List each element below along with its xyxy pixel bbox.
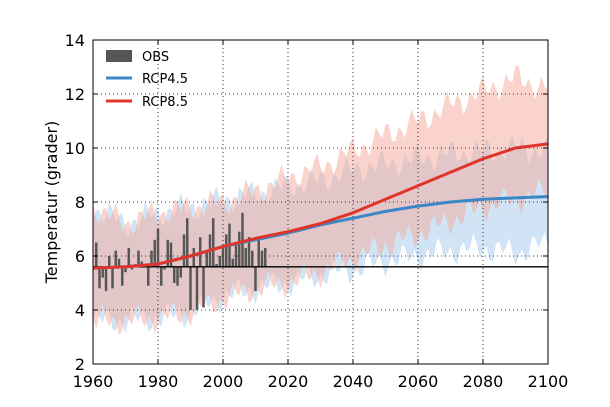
obs-bar-1965 (108, 256, 111, 267)
legend: OBS RCP4.5 RCP8.5 (106, 50, 188, 110)
obs-bar-2006 (241, 212, 244, 267)
obs-bar-1968 (117, 258, 121, 267)
obs-bar-1985 (173, 266, 176, 283)
obs-bar-1962 (98, 266, 101, 289)
x-tick-label-1980: 1980 (138, 372, 179, 391)
obs-bar-1971 (127, 247, 130, 267)
x-tick-label-2100: 2100 (528, 372, 569, 391)
y-axis-title: Temperatur (grader) (42, 121, 61, 285)
series-lines (92, 142, 549, 270)
obs-bar-1988 (182, 234, 186, 267)
y-tick-label-14: 14 (65, 31, 85, 50)
obs-bar-1974 (137, 250, 140, 267)
legend-swatch-obs (106, 50, 132, 62)
x-tick-labels: 1960 1980 2000 2020 2040 2060 2080 2100 (73, 372, 569, 391)
obs-bar-2004 (234, 242, 238, 267)
y-tick-label-6: 6 (75, 247, 85, 266)
obs-bar-1963 (101, 266, 104, 278)
x-tick-label-2000: 2000 (203, 372, 244, 391)
obs-bar-1980 (156, 229, 160, 267)
obs-bar-1977 (147, 266, 150, 286)
obs-bar-2007 (244, 247, 247, 267)
x-tick-label-2080: 2080 (463, 372, 504, 391)
obs-bar-1994 (202, 266, 205, 308)
legend-label-rcp85: RCP8.5 (142, 95, 188, 110)
x-tick-label-2040: 2040 (333, 372, 374, 391)
axis-ticks (92, 39, 549, 365)
x-tick-label-2060: 2060 (398, 372, 439, 391)
obs-bar-1997 (212, 218, 215, 267)
obs-bar-1969 (121, 266, 124, 286)
uncertainty-bands (93, 65, 548, 336)
obs-bar-2001 (225, 234, 228, 267)
obs-bar-1966 (111, 266, 114, 289)
y-tick-label-2: 2 (75, 355, 85, 374)
obs-bar-1972 (130, 266, 134, 270)
obs-bar-1995 (205, 250, 208, 267)
y-tick-label-10: 10 (65, 139, 85, 158)
obs-bar-1964 (104, 266, 108, 292)
y-tick-label-8: 8 (75, 193, 85, 212)
obs-bar-2008 (247, 237, 251, 267)
obs-bar-1992 (195, 266, 199, 310)
obs-bar-1998 (215, 264, 218, 267)
obs-bar-1984 (169, 242, 173, 267)
obs-bar-1987 (179, 266, 182, 278)
obs-bar-1999 (218, 256, 221, 267)
obs-bar-1970 (124, 266, 127, 273)
obs-bar-1986 (176, 266, 179, 286)
obs-bar-1982 (163, 266, 166, 270)
obs-bar-2009 (251, 250, 254, 267)
obs-bar-2000 (221, 245, 225, 267)
obs-bar-1981 (160, 266, 163, 286)
obs-bar-1967 (114, 250, 117, 267)
series-line-rcp85 (92, 142, 549, 270)
y-tick-labels: 2 4 6 8 10 12 14 (65, 31, 85, 374)
obs-bar-2005 (238, 231, 241, 267)
obs-bar-2010 (254, 266, 257, 292)
x-tick-label-1960: 1960 (73, 372, 114, 391)
obs-bar-2012 (260, 250, 264, 267)
obs-bar-1961 (95, 242, 98, 267)
y-tick-label-4: 4 (75, 301, 85, 320)
legend-label-obs: OBS (142, 50, 169, 65)
obs-bar-1990 (189, 266, 192, 310)
band-rcp85 (93, 65, 548, 336)
obs-bar-1979 (153, 239, 156, 267)
x-tick-label-2020: 2020 (268, 372, 309, 391)
obs-bar-2013 (264, 247, 267, 267)
obs-bar-2003 (231, 258, 234, 267)
obs-bar-2011 (257, 239, 260, 267)
obs-bar-1989 (186, 218, 189, 267)
obs-bar-1991 (192, 247, 195, 267)
y-tick-label-12: 12 (65, 85, 85, 104)
obs-bar-1978 (150, 250, 153, 267)
legend-label-rcp45: RCP4.5 (142, 72, 188, 87)
obs-bar-1983 (166, 239, 169, 267)
